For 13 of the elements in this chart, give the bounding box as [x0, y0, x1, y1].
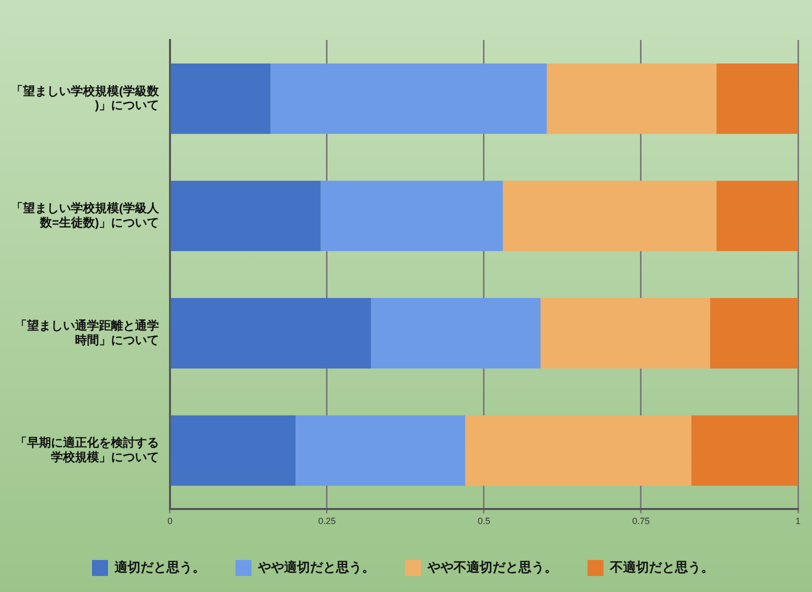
legend-label: 不適切だと思う。 [609, 560, 714, 575]
y-tick-label: 「早期に適正化を検討する学校規模」について [14, 436, 159, 464]
legend-label: やや適切だと思う。 [257, 560, 375, 575]
legend-label: やや不適切だと思う。 [426, 560, 558, 575]
y-tick-label: 「望ましい学校規模(学級数)」について [10, 84, 160, 112]
x-tick-label: 0.25 [318, 516, 336, 526]
x-tick-label: 0.75 [632, 516, 650, 526]
y-tick-label: 「望ましい学校規模(学級人数=生徒数)」について [10, 201, 160, 230]
x-tick-label: 0 [167, 516, 173, 526]
x-tick-label: 1 [795, 516, 801, 526]
x-tick-label: 0.5 [478, 516, 490, 526]
legend-label: 適切だと思う。 [114, 560, 206, 575]
y-tick-label: 「望ましい通学距離と通学時間」について [14, 318, 159, 347]
